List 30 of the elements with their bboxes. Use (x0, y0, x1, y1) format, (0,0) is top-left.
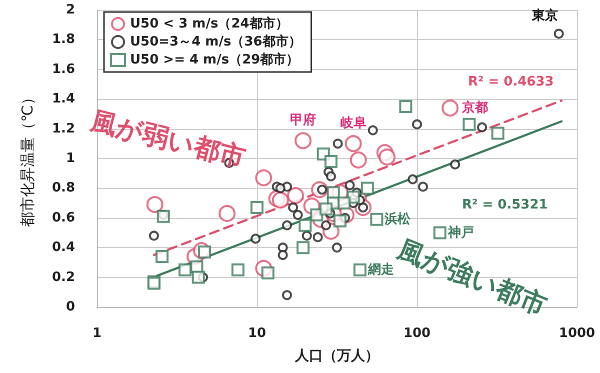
legend-label: U50 >= 4 m/s（29都市） (130, 52, 300, 68)
annotation: 風が弱い都市 (86, 106, 248, 174)
y-tick-label: 1 (66, 151, 75, 166)
x-tick-label: 1000 (558, 326, 596, 341)
y-tick-label: 1.4 (52, 92, 75, 107)
annotation: R² = 0.4633 (468, 74, 554, 90)
annotation: R² = 0.5321 (462, 198, 548, 212)
y-tick-label: 1.8 (52, 32, 75, 48)
legend-label: U50=3～4 m/s（36都市） (130, 34, 302, 50)
y-tick-label: 0.6 (52, 210, 75, 226)
y-tick-label: 0 (66, 300, 75, 314)
x-axis-title: 人口（万人） (294, 348, 379, 364)
annotation: 京都 (461, 100, 488, 116)
annotation: 岐阜 (340, 116, 366, 132)
y-tick-label: 0.4 (52, 240, 75, 256)
annotation: 神戸 (446, 224, 474, 240)
x-tick-label: 10 (248, 326, 266, 341)
x-tick-label: 100 (403, 326, 431, 341)
annotation: 浜松 (384, 210, 412, 227)
y-tick-label: 0.2 (52, 270, 75, 285)
y-tick-label: 1.2 (52, 121, 75, 136)
annotation: 網走 (366, 262, 394, 278)
legend-label: U50 < 3 m/s（24都市） (130, 16, 288, 32)
y-tick-label: 2 (66, 2, 75, 18)
y-tick-label: 0.8 (52, 180, 75, 196)
annotation: 東京 (530, 7, 558, 24)
y-axis-title: 都市化昇温量（℃） (18, 90, 36, 227)
annotation: 甲府 (290, 112, 316, 128)
y-tick-label: 1.6 (52, 62, 75, 77)
x-tick-label: 1 (92, 326, 102, 341)
